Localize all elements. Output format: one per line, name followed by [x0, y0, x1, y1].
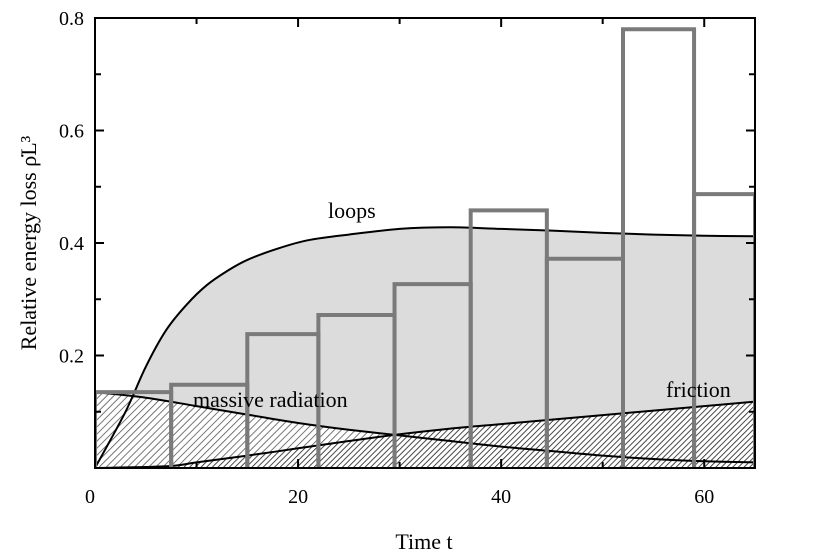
massive-radiation-curve [95, 391, 755, 464]
annotation-friction: friction [666, 377, 731, 402]
x-axis-title: Time t [395, 529, 452, 554]
friction-area [95, 401, 755, 468]
annotation-loops: loops [328, 198, 376, 223]
x-tick-label: 0 [85, 486, 95, 508]
loops-curve [95, 226, 755, 468]
y-tick-label: 0.8 [59, 8, 84, 30]
y-axis-title: Relative energy loss ρ̇L³ [16, 135, 41, 350]
x-tick-label: 40 [491, 486, 511, 508]
y-tick-label: 0.2 [59, 346, 84, 368]
y-tick-label: 0.4 [59, 233, 84, 255]
histogram-bin [692, 192, 755, 468]
annotation-massive-radiation: massive radiation [193, 387, 348, 412]
x-tick-label: 60 [694, 486, 714, 508]
massive-radiation-area [95, 392, 755, 468]
loops-area [95, 227, 755, 468]
x-tick-label: 20 [288, 486, 308, 508]
y-tick-label: 0.6 [59, 121, 84, 143]
